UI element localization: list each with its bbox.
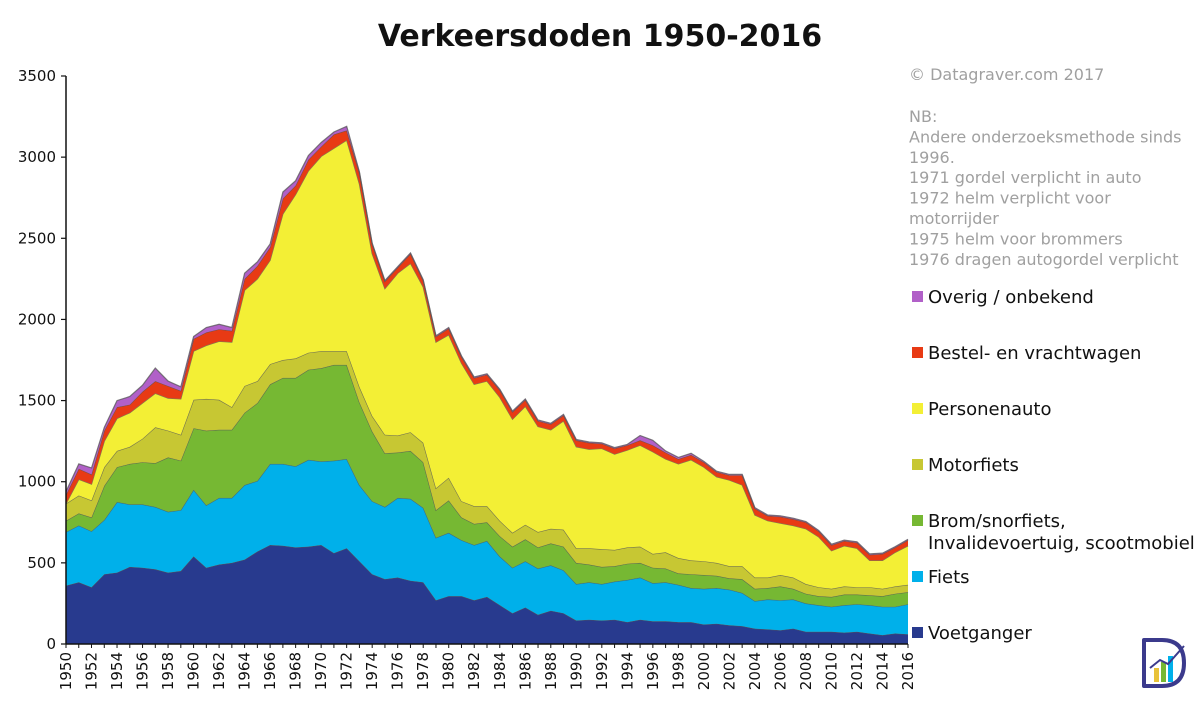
note-line: Andere onderzoeksmethode sinds xyxy=(909,127,1182,146)
x-tick-label: 2000 xyxy=(695,652,713,690)
area-series-0 xyxy=(66,545,908,644)
legend-label: Motorfiets xyxy=(928,455,1019,476)
legend-swatch xyxy=(912,291,923,302)
x-tick-label: 1994 xyxy=(618,652,636,690)
x-tick-label: 1996 xyxy=(644,652,662,690)
legend-label: Bestel- en vrachtwagen xyxy=(928,343,1141,364)
x-tick-label: 1982 xyxy=(465,652,483,690)
x-tick-label: 1970 xyxy=(312,652,330,690)
x-tick-label: 1952 xyxy=(83,652,101,690)
legend-label: Voetganger xyxy=(928,623,1032,644)
x-tick-label: 1998 xyxy=(669,652,687,690)
x-tick-label: 1974 xyxy=(363,652,381,690)
x-tick-label: 1984 xyxy=(491,652,509,690)
x-tick-label: 2008 xyxy=(797,652,815,690)
x-tick-label: 1986 xyxy=(516,652,534,690)
x-tick-label: 1978 xyxy=(414,652,432,690)
legend-label: Personenauto xyxy=(928,399,1051,420)
legend-label-line2: Invalidevoertuig, scootmobiel xyxy=(928,533,1195,554)
x-tick-label: 2002 xyxy=(720,652,738,690)
x-tick-label: 2016 xyxy=(899,652,917,690)
x-tick-label: 1976 xyxy=(389,652,407,690)
note-line: 1971 gordel verplicht in auto xyxy=(909,168,1142,187)
chart-title: Verkeersdoden 1950-2016 xyxy=(378,19,822,54)
x-tick-label: 2010 xyxy=(823,652,841,690)
credit-text: © Datagraver.com 2017 xyxy=(909,65,1104,84)
legend-swatch xyxy=(912,347,923,358)
note-line: 1976 dragen autogordel verplicht xyxy=(909,250,1179,269)
note-line: 1972 helm verplicht voor xyxy=(909,189,1111,208)
area-series-2 xyxy=(66,364,908,607)
area-series-edge-6 xyxy=(65,125,909,555)
axes: 0 500 1000 1500 2000 2500 3000 3500 1950 1952 1954… xyxy=(18,67,917,690)
note-line: motorrijder xyxy=(909,209,999,228)
y-tick-label: 3000 xyxy=(18,148,56,166)
y-tick-label: 1500 xyxy=(18,392,56,410)
x-tick-label: 1950 xyxy=(57,652,75,690)
datagraver-logo-icon xyxy=(1142,638,1186,688)
legend-label: Overig / onbekend xyxy=(928,287,1094,308)
y-tick-label: 2000 xyxy=(18,310,56,328)
stacked-areas xyxy=(65,125,909,644)
x-tick-label: 1992 xyxy=(593,652,611,690)
x-tick-label: 2006 xyxy=(771,652,789,690)
y-tick-label: 0 xyxy=(46,635,56,653)
y-tick-label: 3500 xyxy=(18,67,56,85)
x-tick-label: 1960 xyxy=(185,652,203,690)
y-tick-label: 1000 xyxy=(18,473,56,491)
area-series-1 xyxy=(66,459,908,636)
note-line: 1975 helm voor brommers xyxy=(909,229,1123,248)
x-tick-label: 1988 xyxy=(542,652,560,690)
y-tick-label: 2500 xyxy=(18,229,56,247)
x-tick-label: 1962 xyxy=(210,652,228,690)
x-tick-label: 1956 xyxy=(134,652,152,690)
legend-swatch xyxy=(912,515,923,526)
x-tick-label: 1964 xyxy=(236,652,254,690)
area-series-4 xyxy=(66,140,908,589)
note-line: 1996. xyxy=(909,148,955,167)
x-tick-label: 1958 xyxy=(159,652,177,690)
legend-label: Fiets xyxy=(928,567,970,588)
x-tick-label: 1968 xyxy=(287,652,305,690)
legend: Overig / onbekend Bestel- en vrachtwagen P… xyxy=(912,287,1195,644)
x-tick-label: 2014 xyxy=(874,652,892,690)
notes-block: © Datagraver.com 2017 NB:Andere onderzoek… xyxy=(909,65,1182,269)
legend-swatch xyxy=(912,459,923,470)
x-tick-label: 1972 xyxy=(338,652,356,690)
x-tick-label: 1966 xyxy=(261,652,279,690)
note-line: NB: xyxy=(909,107,937,126)
legend-swatch xyxy=(912,627,923,638)
x-tick-label: 1990 xyxy=(567,652,585,690)
y-tick-label: 500 xyxy=(27,554,56,572)
x-tick-label: 2004 xyxy=(746,652,764,690)
x-tick-label: 2012 xyxy=(848,652,866,690)
legend-swatch xyxy=(912,571,923,582)
legend-swatch xyxy=(912,403,923,414)
legend-label: Brom/snorfiets, xyxy=(928,511,1066,532)
x-tick-label: 1980 xyxy=(440,652,458,690)
x-tick-label: 1954 xyxy=(108,652,126,690)
